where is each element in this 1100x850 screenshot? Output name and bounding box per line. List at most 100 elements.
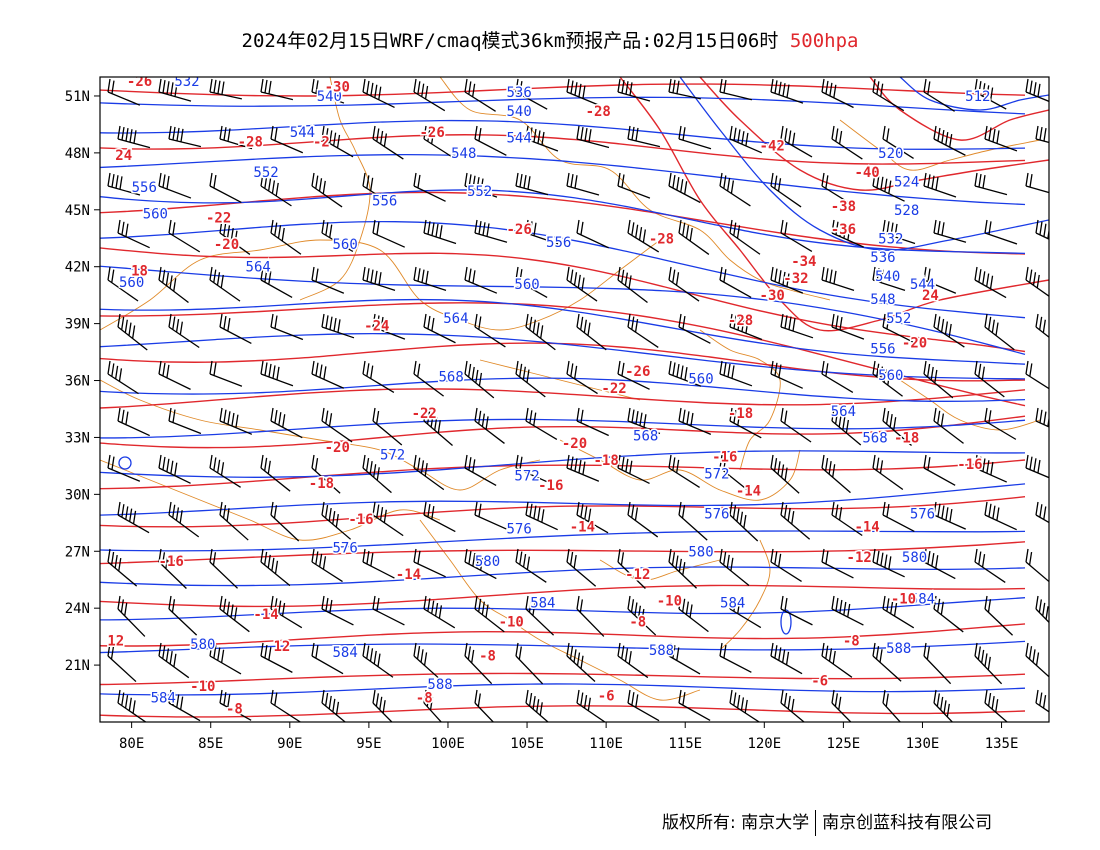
wind-barb	[270, 595, 303, 629]
temperature-contour-line	[100, 496, 1026, 528]
wind-barb	[872, 172, 905, 202]
height-label: 564	[831, 404, 856, 420]
wind-barb	[1035, 595, 1049, 624]
wind-barb	[107, 642, 137, 683]
wind-barb	[984, 501, 1017, 531]
lat-tick-label: 45N	[65, 203, 90, 219]
temperature-label: -8	[226, 702, 243, 718]
wind-barb	[464, 360, 495, 399]
wind-barb	[168, 219, 201, 253]
wind-barb	[372, 407, 403, 446]
wind-barb	[464, 548, 497, 580]
temperature-label: -8	[416, 690, 433, 706]
wind-barb	[831, 595, 864, 626]
wind-barbs	[107, 78, 1049, 722]
title-level: 500hpa	[789, 30, 859, 52]
wind-barb	[117, 595, 146, 637]
wind-barb	[423, 219, 457, 245]
height-label: 572	[514, 468, 539, 484]
wind-barb	[464, 642, 493, 685]
wind-barb	[1035, 689, 1049, 713]
wind-barb	[719, 172, 751, 207]
wind-barb	[831, 125, 863, 160]
wind-barb	[566, 172, 600, 196]
wind-barb	[260, 172, 292, 207]
org-nju: 南京大学	[741, 813, 810, 833]
wind-barb	[678, 689, 711, 721]
wind-barb	[1025, 548, 1049, 583]
wind-barb	[372, 125, 404, 160]
wind-barb	[678, 313, 711, 344]
wind-barb	[158, 78, 192, 102]
wind-barb	[1025, 360, 1049, 390]
wind-barb	[974, 78, 1007, 110]
wind-barb	[668, 548, 698, 589]
wind-barb	[158, 266, 189, 303]
temperature-label: -34	[791, 254, 816, 270]
wind-barb	[270, 219, 302, 255]
wind-barb	[668, 360, 702, 387]
temperature-contour-line	[869, 77, 1049, 141]
wind-barb	[882, 407, 912, 446]
boundary-line	[479, 359, 641, 401]
height-contour-line	[100, 119, 1026, 150]
height-contours	[100, 77, 1049, 696]
wind-barb	[770, 454, 800, 494]
wind-barb	[311, 78, 345, 104]
wind-barb	[117, 689, 147, 722]
wind-barb	[872, 78, 905, 112]
temperature-label: -8	[629, 614, 646, 630]
wind-barb	[219, 689, 252, 721]
map-title: 2024年02月15日WRF/cmaq模式36km预报产品:02月15日06时 …	[0, 26, 1100, 53]
height-label: 580	[475, 554, 500, 570]
temperature-label: -16	[159, 554, 184, 570]
temperature-contour-line	[100, 584, 1026, 608]
height-contour-loop	[118, 456, 132, 470]
wind-barb	[525, 595, 555, 636]
height-label: 568	[438, 370, 463, 386]
height-contour-line	[899, 77, 1049, 111]
height-label: 564	[443, 311, 468, 327]
wind-barb	[617, 78, 651, 102]
height-contour-line	[100, 530, 1026, 552]
height-label: 552	[253, 165, 278, 181]
height-label: 588	[649, 643, 674, 659]
wind-barb	[413, 78, 446, 112]
wind-barb	[576, 595, 605, 637]
temperature-contour-line	[100, 623, 1026, 647]
temperature-label: -26	[506, 222, 531, 238]
temperature-label: 24	[115, 148, 132, 164]
temperature-label: -20	[214, 237, 239, 253]
temperature-label: -14	[736, 484, 761, 500]
wind-barb	[719, 454, 750, 492]
height-label: 556	[870, 341, 895, 357]
height-label: 568	[862, 430, 887, 446]
height-contour-line	[100, 265, 1026, 356]
wind-barb	[372, 595, 405, 626]
wind-barb	[984, 407, 1017, 440]
wind-barb	[413, 360, 444, 397]
height-label: 528	[894, 203, 919, 219]
height-label: 588	[886, 641, 911, 657]
wind-barb	[627, 219, 660, 253]
lon-tick-label: 135E	[985, 736, 1019, 752]
wind-barb	[780, 313, 814, 339]
boundary-line	[100, 379, 541, 491]
height-contour-line	[100, 483, 1026, 516]
wind-barb	[668, 172, 701, 204]
wind-barb	[311, 642, 344, 675]
height-label: 568	[633, 429, 658, 445]
wind-barb	[719, 642, 752, 673]
wind-barb	[576, 689, 606, 722]
temperature-contour-line	[100, 134, 1026, 165]
wind-barb	[209, 454, 241, 488]
temperature-label: -2	[313, 135, 330, 151]
wind-barb	[923, 642, 952, 685]
temperature-label: -26	[127, 74, 152, 90]
wind-barb	[311, 266, 345, 294]
wind-barb	[984, 595, 1014, 636]
height-label: 532	[174, 74, 199, 90]
wind-barb	[158, 642, 190, 679]
footer-separator	[815, 810, 817, 836]
height-contour-line	[100, 298, 1026, 365]
